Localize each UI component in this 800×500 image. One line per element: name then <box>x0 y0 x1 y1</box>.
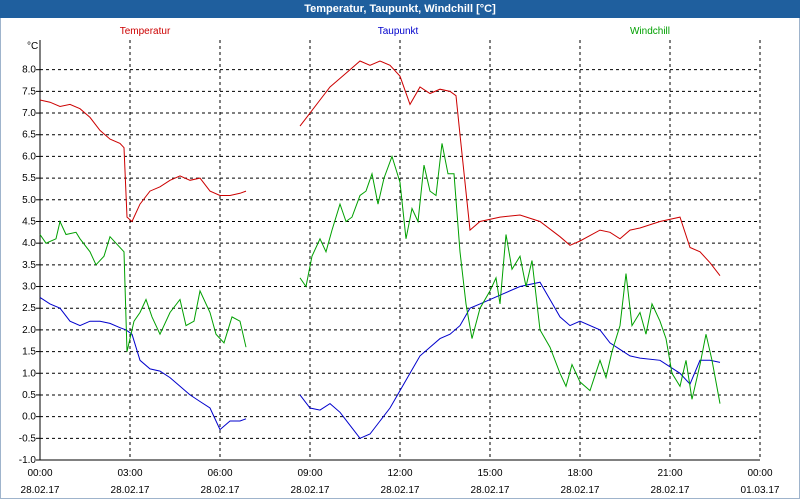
y-tick-label: 7.5 <box>22 86 36 97</box>
y-tick-label: 5.0 <box>22 195 36 206</box>
legend-entry-taupunkt: Taupunkt <box>378 26 419 37</box>
x-tick-time: 15:00 <box>477 468 502 479</box>
y-tick-label: 0.5 <box>22 390 36 401</box>
x-tick-date: 28.02.17 <box>561 485 600 496</box>
y-tick-label: -1.0 <box>19 455 37 466</box>
axes <box>36 40 760 461</box>
x-tick-time: 06:00 <box>207 468 232 479</box>
x-tick-time: 21:00 <box>657 468 682 479</box>
series-line-windchill <box>39 219 247 352</box>
y-tick-labels: -1.0 -0.5 0.0 0.5 1.0 1.5 2.0 2.5 3.0 3.5 4.0 4.5 5.… <box>19 65 37 466</box>
y-tick-label: 7.0 <box>22 108 36 119</box>
y-tick-label: 4.5 <box>22 216 36 227</box>
x-tick-labels: 00:00 28.02.17 03:00 28.02.17 06:00 28.02.17 0… <box>21 468 780 496</box>
y-tick-label: 1.5 <box>22 347 36 358</box>
window-title: Temperatur, Taupunkt, Windchill [°C] <box>0 0 800 18</box>
x-tick-date: 01.03.17 <box>741 485 780 496</box>
series-line-temperatur <box>299 60 721 277</box>
y-tick-label: 5.5 <box>22 173 36 184</box>
y-tick-label: 4.0 <box>22 238 36 249</box>
y-tick-label: 6.0 <box>22 151 36 162</box>
x-tick-date: 28.02.17 <box>21 485 60 496</box>
series-line-windchill <box>299 143 721 404</box>
x-tick-time: 12:00 <box>387 468 412 479</box>
x-tick-date: 28.02.17 <box>471 485 510 496</box>
x-tick-time: 18:00 <box>567 468 592 479</box>
series-line-taupunkt <box>39 296 247 431</box>
y-tick-label: 0.0 <box>22 412 36 423</box>
x-tick-time: 03:00 <box>117 468 142 479</box>
y-tick-label: -0.5 <box>19 433 37 444</box>
x-tick-date: 28.02.17 <box>111 485 150 496</box>
y-tick-label: 2.5 <box>22 303 36 314</box>
x-tick-date: 28.02.17 <box>651 485 690 496</box>
y-tick-label: 3.0 <box>22 282 36 293</box>
legend-entry-windchill: Windchill <box>630 26 670 37</box>
y-axis-label: °C <box>27 41 38 52</box>
x-tick-time: 00:00 <box>27 468 52 479</box>
x-tick-date: 28.02.17 <box>201 485 240 496</box>
y-tick-label: 1.0 <box>22 368 36 379</box>
grid <box>39 40 761 461</box>
legend: Temperatur Taupunkt Windchill <box>120 26 670 37</box>
y-tick-label: 8.0 <box>22 65 36 76</box>
x-tick-date: 28.02.17 <box>381 485 420 496</box>
x-tick-date: 28.02.17 <box>291 485 330 496</box>
series-lines <box>39 60 721 439</box>
x-tick-time: 00:00 <box>747 468 772 479</box>
series-line-temperatur <box>39 99 247 223</box>
series-line-taupunkt <box>299 281 721 439</box>
y-tick-label: 2.0 <box>22 325 36 336</box>
y-tick-label: 6.5 <box>22 130 36 141</box>
legend-entry-temperatur: Temperatur <box>120 26 171 37</box>
x-tick-time: 09:00 <box>297 468 322 479</box>
y-tick-label: 3.5 <box>22 260 36 271</box>
